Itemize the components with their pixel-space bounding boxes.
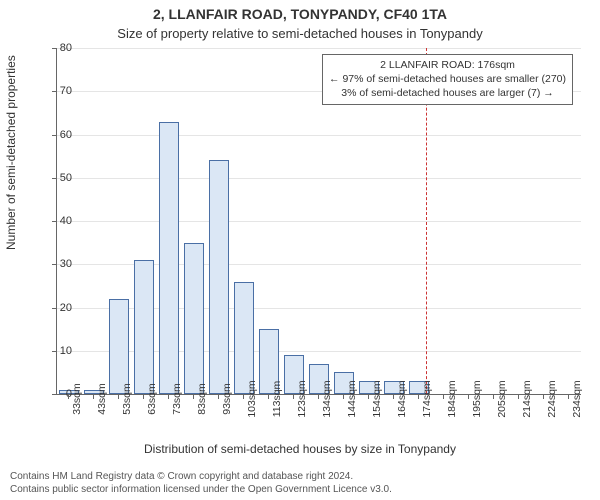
x-tick-mark — [443, 395, 444, 399]
x-tick-label: 43sqm — [96, 383, 108, 415]
x-tick-mark — [293, 395, 294, 399]
x-tick-label: 113sqm — [271, 381, 283, 418]
chart-title: 2, LLANFAIR ROAD, TONYPANDY, CF40 1TA — [0, 6, 600, 22]
grid-line — [57, 135, 581, 136]
footnote: Contains HM Land Registry data © Crown c… — [10, 471, 392, 496]
y-tick-mark — [52, 91, 56, 92]
y-tick-mark — [52, 351, 56, 352]
x-tick-label: 63sqm — [146, 383, 158, 415]
x-tick-label: 195sqm — [471, 380, 483, 417]
x-tick-mark — [543, 395, 544, 399]
y-tick-mark — [52, 221, 56, 222]
y-tick-mark — [52, 394, 56, 395]
annotation-line: 3% of semi-detached houses are larger (7… — [329, 86, 566, 100]
x-tick-mark — [318, 395, 319, 399]
x-tick-mark — [518, 395, 519, 399]
x-tick-mark — [193, 395, 194, 399]
bar — [109, 299, 129, 394]
bar — [134, 260, 154, 394]
x-tick-label: 154sqm — [371, 380, 383, 417]
x-tick-label: 144sqm — [346, 380, 358, 417]
footnote-line-1: Contains HM Land Registry data © Crown c… — [10, 471, 392, 484]
x-tick-label: 73sqm — [171, 383, 183, 415]
bar — [209, 160, 229, 394]
y-tick-mark — [52, 48, 56, 49]
plot-area: 2 LLANFAIR ROAD: 176sqm← 97% of semi-det… — [56, 48, 581, 395]
x-tick-label: 164sqm — [396, 380, 408, 417]
annotation-line: 2 LLANFAIR ROAD: 176sqm — [329, 58, 566, 72]
x-tick-mark — [343, 395, 344, 399]
x-tick-mark — [143, 395, 144, 399]
x-tick-mark — [243, 395, 244, 399]
x-tick-mark — [393, 395, 394, 399]
x-tick-label: 123sqm — [296, 380, 308, 417]
bar — [159, 122, 179, 394]
x-tick-mark — [268, 395, 269, 399]
bar — [234, 282, 254, 394]
x-tick-mark — [168, 395, 169, 399]
grid-line — [57, 48, 581, 49]
x-tick-label: 234sqm — [571, 380, 583, 417]
x-tick-label: 224sqm — [546, 380, 558, 417]
footnote-line-2: Contains public sector information licen… — [10, 484, 392, 497]
y-tick-mark — [52, 135, 56, 136]
x-tick-label: 33sqm — [71, 383, 83, 415]
x-tick-label: 214sqm — [521, 380, 533, 417]
grid-line — [57, 221, 581, 222]
x-axis-label: Distribution of semi-detached houses by … — [0, 442, 600, 456]
x-tick-label: 184sqm — [446, 380, 458, 417]
x-tick-mark — [368, 395, 369, 399]
y-tick-mark — [52, 178, 56, 179]
x-tick-mark — [418, 395, 419, 399]
x-tick-label: 53sqm — [121, 383, 133, 415]
chart-subtitle: Size of property relative to semi-detach… — [0, 26, 600, 41]
y-tick-mark — [52, 264, 56, 265]
x-tick-label: 103sqm — [246, 380, 258, 417]
x-tick-label: 134sqm — [321, 380, 333, 417]
x-tick-mark — [68, 395, 69, 399]
x-tick-mark — [568, 395, 569, 399]
annotation-box: 2 LLANFAIR ROAD: 176sqm← 97% of semi-det… — [322, 54, 573, 105]
x-tick-mark — [468, 395, 469, 399]
annotation-line: ← 97% of semi-detached houses are smalle… — [329, 72, 566, 86]
x-tick-label: 174sqm — [421, 380, 433, 417]
x-tick-mark — [93, 395, 94, 399]
x-tick-label: 205sqm — [496, 380, 508, 417]
y-axis-label: Number of semi-detached properties — [4, 55, 18, 250]
x-tick-label: 83sqm — [196, 383, 208, 415]
grid-line — [57, 178, 581, 179]
chart-container: 2, LLANFAIR ROAD, TONYPANDY, CF40 1TA Si… — [0, 0, 600, 500]
x-tick-mark — [118, 395, 119, 399]
y-tick-mark — [52, 308, 56, 309]
bar — [184, 243, 204, 394]
x-tick-mark — [493, 395, 494, 399]
x-tick-mark — [218, 395, 219, 399]
x-tick-label: 93sqm — [221, 383, 233, 415]
